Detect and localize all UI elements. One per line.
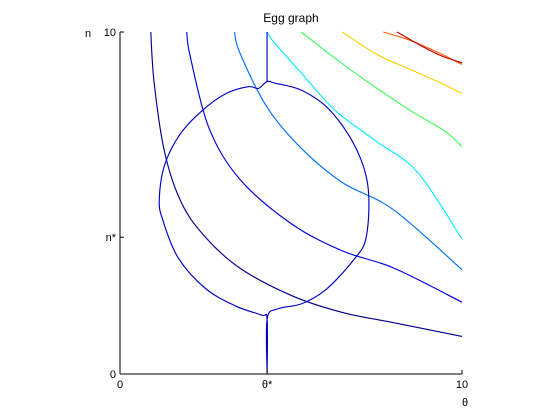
indifference-curve-2 bbox=[186, 31, 463, 303]
y-tick-label: 0 bbox=[110, 369, 116, 381]
chart-title: Egg graph bbox=[263, 11, 318, 25]
indifference-curve-6 bbox=[341, 31, 463, 95]
chart-axes bbox=[119, 32, 462, 375]
x-axis-label: θ bbox=[462, 397, 468, 409]
y-ticks: 0 n* 10 bbox=[104, 27, 124, 381]
x-tick-label: 10 bbox=[456, 379, 468, 391]
y-axis-label: n bbox=[85, 28, 91, 40]
indifference-curve-5 bbox=[300, 31, 463, 148]
x-tick-label: 0 bbox=[117, 379, 123, 391]
egg-layer bbox=[158, 32, 370, 375]
y-tick-label: 10 bbox=[104, 27, 116, 39]
egg-curve bbox=[158, 80, 370, 375]
indifference-curve-8 bbox=[396, 31, 463, 64]
y-tick-label: n* bbox=[106, 232, 117, 244]
indifference-curve-4 bbox=[266, 31, 463, 240]
x-tick-label: θ* bbox=[262, 379, 273, 391]
chart-curves bbox=[150, 31, 463, 337]
indifference-curve-3 bbox=[234, 31, 463, 271]
indifference-curve-1 bbox=[150, 31, 463, 337]
x-ticks: 0 θ* 10 bbox=[117, 370, 468, 391]
